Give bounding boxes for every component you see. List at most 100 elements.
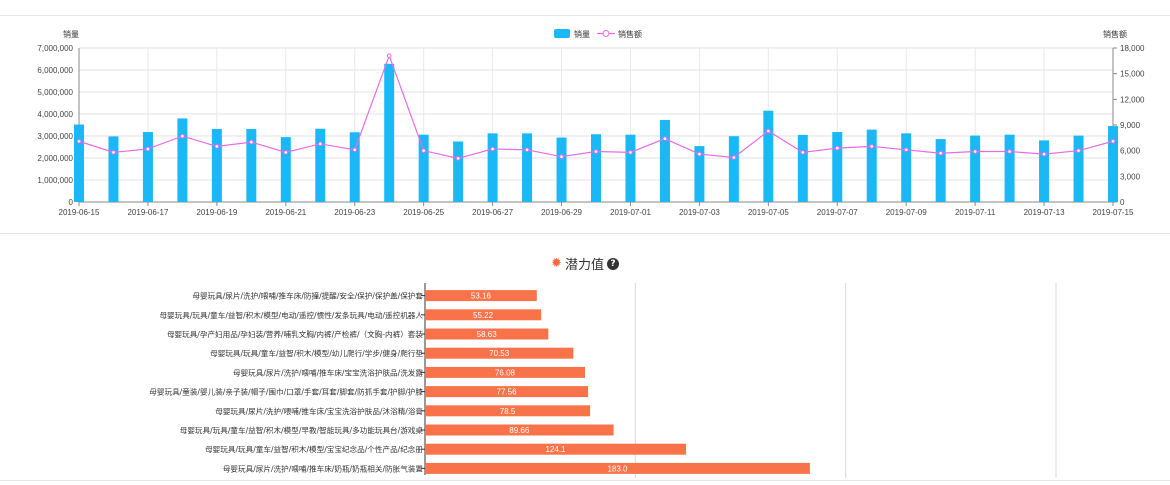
sales-volume-bar (142, 132, 153, 202)
y-left-tick-label: 2,000,000 (37, 154, 73, 163)
y-right-tick-label: 6,000 (1120, 147, 1141, 156)
sales-volume-bar (1039, 140, 1050, 202)
y-right-tick-label: 12,000 (1120, 95, 1145, 104)
potential-bar (425, 309, 542, 321)
sales-volume-bar (74, 124, 84, 202)
x-tick-label: 2019-06-17 (127, 208, 168, 217)
sales-amount-point (938, 150, 943, 156)
potential-bar (425, 290, 537, 302)
sales-amount-point (834, 145, 840, 151)
category-label: 母婴玩具/玩具/童车/益智/积木/模型/幼儿爬行/学步/健身/爬行垫 (210, 348, 423, 358)
sales-amount-point (903, 147, 909, 153)
x-tick-label: 2019-07-13 (1024, 208, 1065, 217)
potential-bar (425, 366, 586, 378)
y-right-tick-label: 3,000 (1120, 172, 1141, 181)
chart-legend: 销量 销售额 (554, 29, 642, 39)
sales-amount-point (1041, 151, 1047, 157)
sales-volume-bar (1073, 135, 1084, 202)
x-tick-label: 2019-07-01 (610, 208, 651, 217)
gear-icon: ✹ (551, 256, 562, 271)
bar-value-label: 124.1 (545, 445, 566, 454)
sales-amount-point (800, 150, 806, 155)
potential-bar (425, 386, 589, 398)
category-label: 母婴玩具/尿片/洗护/喂哺/推车床/宝宝洗浴护肤品/洗发露 (233, 367, 423, 377)
sales-volume-bar (280, 137, 291, 202)
y-right-tick-label: 18,000 (1120, 44, 1145, 53)
sales-volume-bar (832, 132, 843, 202)
sales-amount-point (766, 128, 771, 134)
x-tick-label: 2019-07-15 (1093, 208, 1134, 217)
sales-volume-bar (1108, 126, 1118, 202)
category-label: 母婴玩具/尿片/洗护/喂哺/推车床/奶瓶/奶瓶相关/防胀气装置 (223, 463, 424, 473)
bar-value-label: 58.63 (477, 330, 498, 339)
sales-volume-bar (970, 135, 981, 202)
sales-amount-point (972, 149, 978, 154)
top-divider (0, 15, 1170, 16)
sales-volume-bar (591, 134, 601, 202)
help-icon[interactable]: ? (606, 257, 619, 270)
sales-amount-point (214, 144, 220, 149)
sales-combo-chart: 0 1,000,000 2,000,000 3,000,000 4,000,000 5,0… (37, 29, 1145, 217)
sales-volume-bar (211, 128, 222, 202)
legend-label-sales-volume: 销量 (574, 29, 590, 39)
sales-volume-bar (177, 118, 188, 202)
sales-volume-bar (418, 134, 429, 202)
sales-amount-point (1110, 138, 1116, 144)
sales-volume-bar (625, 134, 636, 202)
potential-chart-title: ✹ 潜力值? (0, 254, 1170, 273)
x-tick-label: 2019-07-09 (886, 208, 927, 217)
sales-volume-bar (246, 128, 257, 202)
sales-volume-bar (1004, 134, 1015, 202)
y-right-tick-label: 15,000 (1120, 70, 1145, 79)
y-left-tick-label: 3,000,000 (37, 132, 73, 141)
sales-amount-point (1076, 148, 1081, 153)
bottom-divider (0, 480, 1170, 481)
y-right-tick-label: 0 (1120, 198, 1125, 207)
sales-amount-point (180, 133, 185, 139)
bar-value-label: 89.66 (509, 426, 530, 435)
x-tick-label: 2019-06-15 (59, 208, 100, 217)
y-right-axis-title: 销售额 (1103, 29, 1127, 39)
sales-amount-point (490, 146, 495, 152)
potential-bar (425, 347, 574, 359)
sales-amount-point (111, 150, 116, 155)
bar-value-label: 78.5 (500, 407, 516, 416)
x-tick-label: 2019-06-19 (196, 208, 237, 217)
x-tick-label: 2019-07-07 (817, 208, 858, 217)
y-left-axis-title: 销量 (63, 29, 79, 39)
sales-volume-bar (349, 132, 360, 202)
potential-bar (425, 462, 810, 474)
category-label: 母婴玩具/童装/婴儿装/亲子装/帽子/围巾/口罩/手套/耳套/脚套/防抓手套/护… (149, 387, 423, 397)
bar-value-label: 53.16 (471, 292, 492, 301)
sales-amount-point (628, 150, 633, 155)
y-right-tick-label: 9,000 (1120, 121, 1141, 130)
sales-volume-bar (694, 146, 705, 202)
y-left-tick-label: 7,000,000 (37, 44, 73, 53)
sales-volume-bar (797, 134, 808, 202)
potential-bar (425, 405, 591, 417)
legend-swatch-sales-volume (554, 29, 570, 38)
potential-bar (425, 443, 687, 455)
potential-bar (425, 424, 614, 436)
sales-amount-point (593, 149, 599, 154)
sales-volume-bar (315, 128, 326, 202)
x-tick-label: 2019-07-11 (955, 208, 996, 217)
legend-label-sales-amount: 销售额 (618, 29, 642, 39)
potential-bar-chart: 母婴玩具/尿片/洗护/喂哺/推车床/防撞/提醒/安全/保护/保护盖/保护套 53.… (149, 283, 1057, 478)
sales-amount-point (76, 138, 82, 144)
legend-swatch-sales-amount-marker (602, 30, 610, 37)
bar-value-label: 76.08 (495, 368, 516, 377)
sales-amount-point (249, 139, 254, 145)
category-label: 母婴玩具/玩具/童车/益智/积木/模型/早教/智能玩具/多功能玩具台/游戏桌 (180, 425, 424, 435)
sales-volume-bar (728, 136, 739, 202)
x-tick-label: 2019-06-25 (403, 208, 444, 217)
category-label: 母婴玩具/尿片/洗护/喂哺/推车床/防撞/提醒/安全/保护/保护盖/保护套 (192, 291, 423, 301)
sales-amount-point (662, 136, 668, 141)
sales-amount-point (455, 156, 461, 161)
x-tick-label: 2019-06-29 (541, 208, 582, 217)
sales-amount-point (1007, 149, 1012, 154)
x-tick-label: 2019-06-23 (334, 208, 375, 217)
sales-volume-bar (935, 139, 946, 202)
sales-amount-point (559, 154, 564, 159)
sales-volume-bar (453, 141, 464, 202)
